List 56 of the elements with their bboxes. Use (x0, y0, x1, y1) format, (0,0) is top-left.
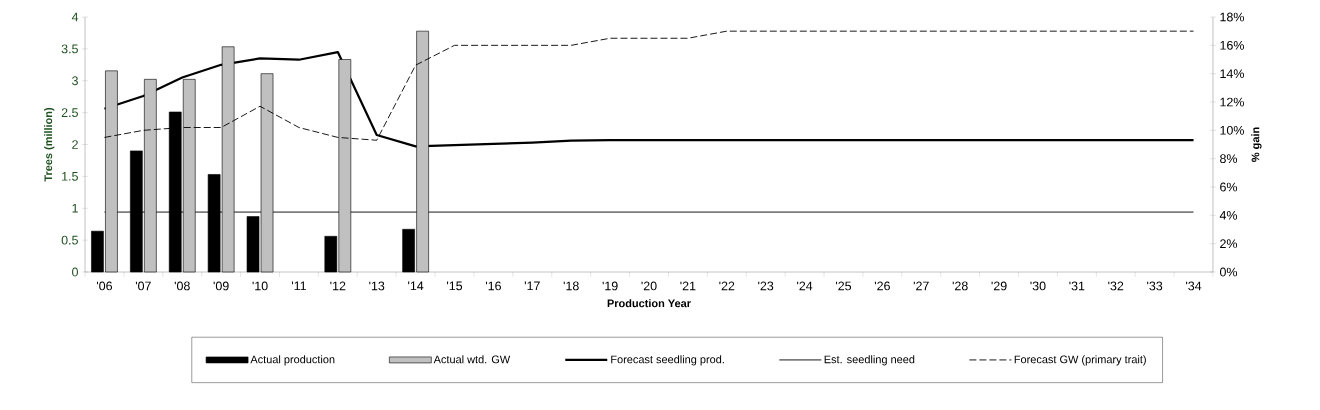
x-tick-label: '13 (369, 281, 385, 291)
legend-label: Forecast GW (primary trait) (1014, 355, 1146, 366)
x-tick-label: '10 (252, 281, 268, 291)
y-tick-label: 2.5 (61, 108, 78, 118)
y-tick-label: 1 (72, 203, 78, 213)
x-tick-label: '12 (330, 281, 346, 291)
legend-label: Est. seedling need (824, 355, 915, 366)
y-tick-label: 2 (72, 140, 78, 149)
x-tick-label: '16 (485, 281, 501, 291)
y-tick-label: 4 (71, 12, 79, 22)
x-tick-label: '33 (1147, 281, 1163, 291)
y-tick-label: 0 (72, 267, 78, 277)
y2-tick-label: 12% (1220, 97, 1244, 107)
y2-tick-label: 6% (1220, 182, 1238, 192)
x-tick-label: '32 (1108, 281, 1124, 291)
x-tick-label: '15 (447, 281, 463, 291)
x-tick-label: '06 (96, 281, 113, 291)
legend-label: Actual production (250, 355, 335, 366)
y2-tick-label: 8% (1220, 154, 1238, 164)
x-tick-label: '17 (524, 281, 540, 291)
y-axis-title: Trees (million) (44, 107, 55, 182)
y2-tick-label: 4% (1219, 210, 1238, 220)
x-tick-label: '19 (602, 281, 618, 291)
x-tick-label: '18 (563, 281, 579, 291)
x-tick-label: '07 (135, 281, 151, 291)
y2-axis-title: % gain (1251, 127, 1262, 162)
x-tick-label: '28 (952, 281, 968, 291)
x-tick-label: '22 (719, 281, 735, 291)
x-tick-label: '31 (1069, 281, 1085, 291)
x-axis-title: Production Year (607, 299, 691, 308)
x-tick-label: '26 (874, 281, 890, 291)
y-tick-label: 3 (72, 76, 78, 86)
y2-tick-label: 10% (1220, 125, 1244, 135)
x-tick-label: '24 (797, 281, 813, 291)
x-tick-label: '30 (1030, 281, 1046, 291)
x-tick-label: '14 (408, 281, 424, 291)
x-tick-label: '11 (291, 281, 306, 291)
y-tick-label: 1.5 (62, 172, 78, 181)
y2-tick-label: 16% (1220, 40, 1244, 50)
y2-tick-label: 18% (1220, 12, 1244, 22)
x-tick-label: '09 (213, 281, 229, 291)
y2-tick-label: 2% (1220, 239, 1238, 249)
x-tick-label: '29 (991, 281, 1007, 291)
x-tick-label: '20 (641, 281, 657, 291)
x-tick-label: '27 (913, 281, 929, 291)
x-tick-label: '23 (758, 281, 774, 291)
x-tick-label: '25 (835, 281, 852, 291)
y-tick-label: 3.5 (61, 44, 78, 54)
y-tick-label: 0.5 (61, 235, 78, 245)
x-tick-label: '21 (680, 281, 696, 291)
legend-label: Forecast seedling prod. (611, 355, 724, 366)
x-tick-label: '08 (174, 281, 190, 291)
legend-label: Actual wtd. GW (433, 355, 511, 364)
y2-tick-label: 14% (1220, 69, 1244, 79)
y2-tick-label: 0% (1219, 267, 1238, 277)
x-tick-label: '34 (1186, 281, 1202, 291)
